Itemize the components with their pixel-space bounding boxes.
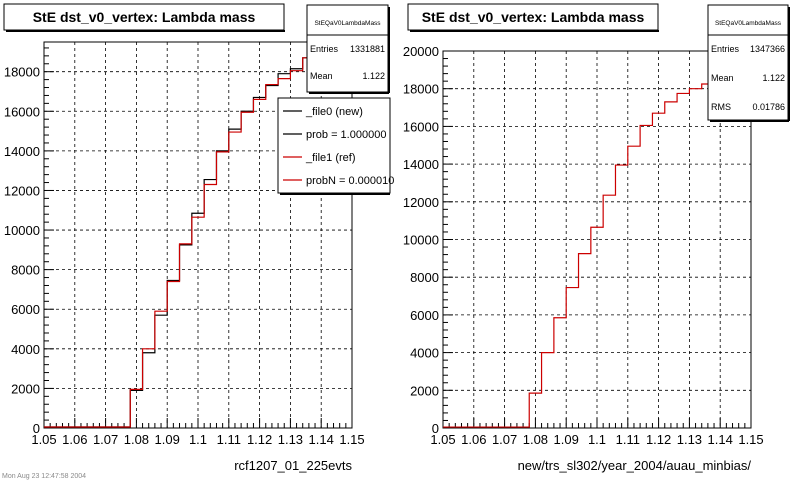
footer-timestamp: Mon Aug 23 12:47:58 2004 xyxy=(2,473,86,480)
y-tick-label: 8000 xyxy=(11,263,40,278)
y-tick-label: 4000 xyxy=(11,342,40,357)
y-tick-label: 18000 xyxy=(4,65,40,80)
y-tick-label: 10000 xyxy=(403,233,439,248)
x-tick-label: 1.12 xyxy=(247,432,272,447)
x-tick-label: 1.06 xyxy=(62,432,87,447)
y-tick-label: 6000 xyxy=(11,302,40,317)
y-tick-label: 0 xyxy=(432,421,439,436)
legend-box xyxy=(277,97,391,194)
x-tick-label: 1.14 xyxy=(309,432,334,447)
y-tick-label: 2000 xyxy=(410,383,439,398)
legend-entry: _file1 (ref) xyxy=(305,152,356,164)
x-axis-label: new/trs_sl302/year_2004/auau_minbias/ xyxy=(518,458,752,473)
y-tick-label: 0 xyxy=(33,421,40,436)
stats-label: Entries xyxy=(310,44,339,54)
stats-value: 1347366 xyxy=(750,44,785,54)
x-tick-label: 1.11 xyxy=(616,432,640,447)
x-tick-label: 1.13 xyxy=(677,432,702,447)
stats-value: 1331881 xyxy=(350,44,385,54)
chart-panel-1: 1.05 1.06 1.07 1.08 1.09 1.1 1.11 1.12 1.13 1.14 1… xyxy=(3,3,394,473)
y-tick-label: 6000 xyxy=(410,308,439,323)
y-tick-label: 18000 xyxy=(403,82,439,97)
chart-title: StE dst_v0_vertex: Lambda mass xyxy=(33,9,256,25)
x-axis-label: rcf1207_01_225evts xyxy=(234,458,352,473)
y-tick-label: 10000 xyxy=(4,223,40,238)
y-tick-label: 4000 xyxy=(410,346,439,361)
y-tick-label: 14000 xyxy=(403,157,439,172)
x-tick-label: 1.12 xyxy=(646,432,671,447)
title-box xyxy=(407,3,659,31)
stats-label: Mean xyxy=(711,73,734,83)
y-tick-label: 12000 xyxy=(4,183,40,198)
y-tick-label: 16000 xyxy=(4,104,40,119)
x-tick-label: 1.1 xyxy=(588,432,606,447)
y-tick-label: 16000 xyxy=(403,119,439,134)
x-tick-label: 1.06 xyxy=(461,432,486,447)
legend: _file0 (new) prob = 1.000000 _file1 (ref) p… xyxy=(277,97,394,195)
stats-value: 0.01786 xyxy=(752,102,785,112)
x-tick-label: 1.11 xyxy=(217,432,241,447)
stats-box-title: StEQaV0LambdaMass xyxy=(314,20,381,27)
y-tick-label: 2000 xyxy=(11,381,40,396)
stats-value: 1.122 xyxy=(762,73,785,83)
stats-box-title: StEQaV0LambdaMass xyxy=(715,20,782,27)
x-tick-label: 1.05 xyxy=(31,432,56,447)
x-tick-label: 1.13 xyxy=(278,432,303,447)
x-tick-label: 1.05 xyxy=(430,432,455,447)
chart-panel-2: 1.05 1.06 1.07 1.08 1.09 1.1 1.11 1.12 1.13 1.14 1… xyxy=(403,3,790,473)
x-tick-label: 1.15 xyxy=(738,432,763,447)
x-tick-label: 1.1 xyxy=(189,432,207,447)
x-tick-label: 1.07 xyxy=(492,432,517,447)
x-tick-label: 1.07 xyxy=(93,432,118,447)
legend-entry: _file0 (new) xyxy=(305,106,363,118)
x-tick-label: 1.09 xyxy=(554,432,579,447)
stats-label: Mean xyxy=(310,71,333,81)
histogram-series-2 xyxy=(44,47,340,428)
y-tick-label: 12000 xyxy=(403,195,439,210)
legend-entry: prob = 1.000000 xyxy=(306,129,386,141)
y-tick-label: 8000 xyxy=(410,270,439,285)
chart-title: StE dst_v0_vertex: Lambda mass xyxy=(422,9,645,25)
x-tick-label: 1.09 xyxy=(155,432,180,447)
stats-value: 1.122 xyxy=(362,71,385,81)
histogram-series-1 xyxy=(443,73,739,428)
x-tick-label: 1.15 xyxy=(339,432,364,447)
y-tick-label: 14000 xyxy=(4,144,40,159)
stats-label: Entries xyxy=(711,44,740,54)
legend-entry: probN = 0.000010 xyxy=(306,175,394,187)
stats-label: RMS xyxy=(711,102,731,112)
x-tick-label: 1.08 xyxy=(124,432,149,447)
x-tick-label: 1.14 xyxy=(708,432,733,447)
x-tick-label: 1.08 xyxy=(523,432,548,447)
y-tick-label: 20000 xyxy=(403,44,439,59)
stats-box xyxy=(306,4,389,93)
